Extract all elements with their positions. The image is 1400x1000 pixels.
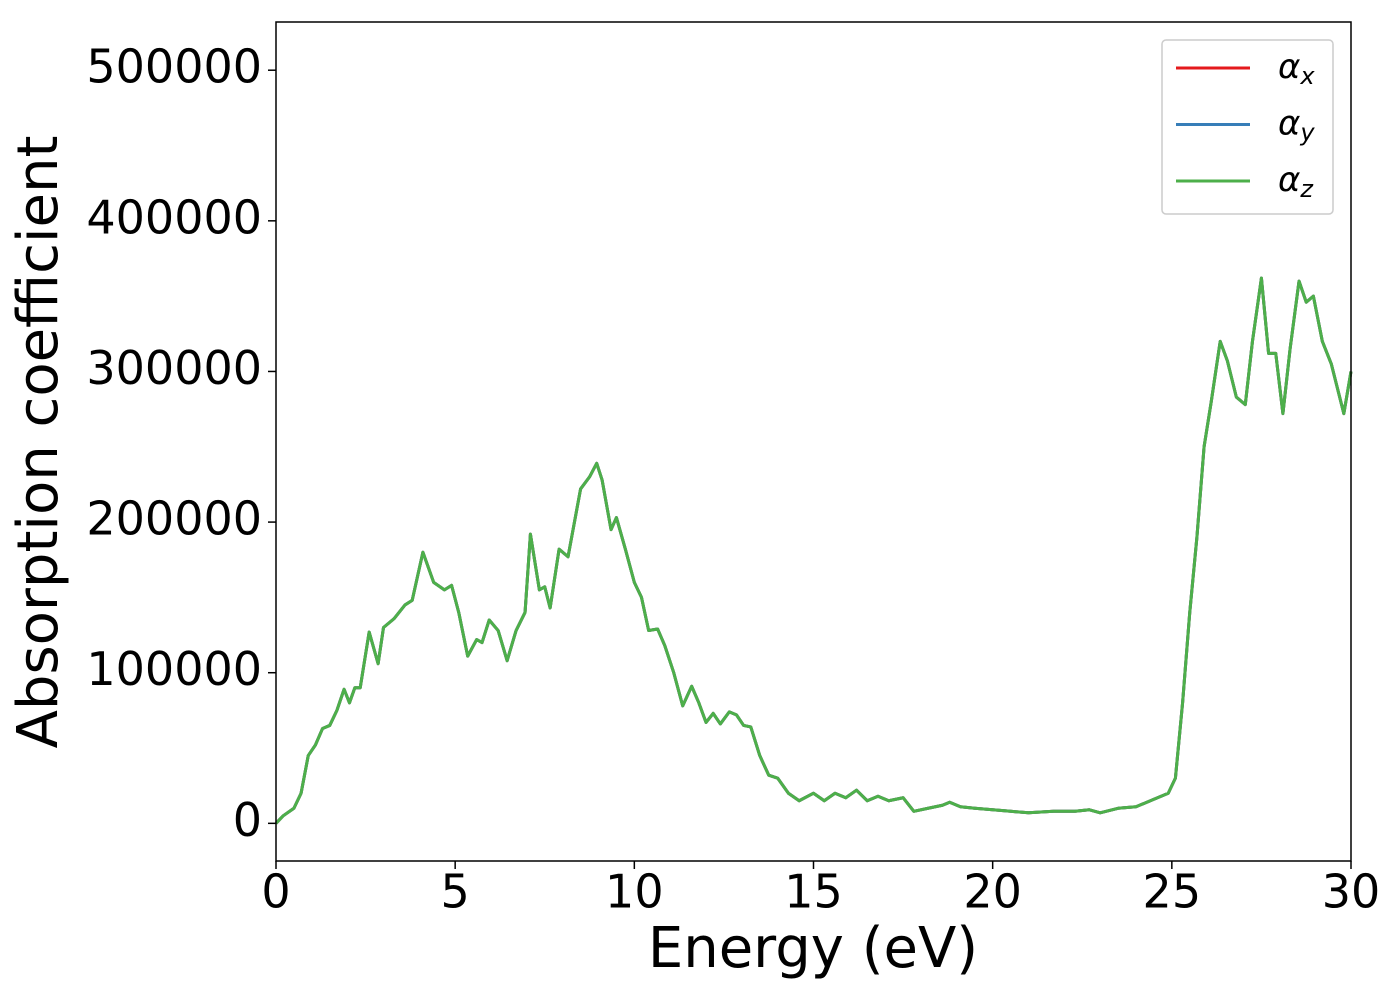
data-line (274, 276, 1353, 825)
y-tick-label: 400000 (86, 190, 262, 244)
data-line (274, 276, 1353, 825)
x-tick-label: 10 (605, 865, 664, 919)
legend-label: αx (1278, 47, 1315, 91)
legend-symbol: α (1278, 160, 1300, 200)
legend-label: αz (1278, 160, 1314, 204)
x-tick-label: 20 (963, 865, 1022, 919)
x-tick-label: 25 (1143, 865, 1202, 919)
y-axis-label: Absorption coefficient (6, 136, 71, 749)
x-axis-label: Energy (eV) (648, 916, 978, 981)
y-tick-label: 0 (233, 793, 262, 847)
x-tick-label: 30 (1322, 865, 1381, 919)
plot-frame (275, 21, 1352, 862)
legend-subscript: x (1299, 62, 1315, 90)
legend-subscript: z (1299, 175, 1314, 203)
x-tick-label: 0 (261, 865, 290, 919)
y-tick-label: 500000 (86, 40, 262, 94)
y-tick-label: 100000 (86, 642, 262, 696)
y-tick-label: 200000 (86, 492, 262, 546)
legend-label: αy (1278, 103, 1315, 147)
legend-symbol: α (1278, 47, 1300, 87)
y-tick-label: 300000 (86, 341, 262, 395)
legend-symbol: α (1278, 103, 1300, 143)
legend-box (1161, 39, 1334, 215)
data-line (274, 276, 1353, 825)
x-tick-label: 15 (784, 865, 843, 919)
x-tick-label: 5 (441, 865, 470, 919)
legend-subscript: y (1299, 119, 1315, 147)
